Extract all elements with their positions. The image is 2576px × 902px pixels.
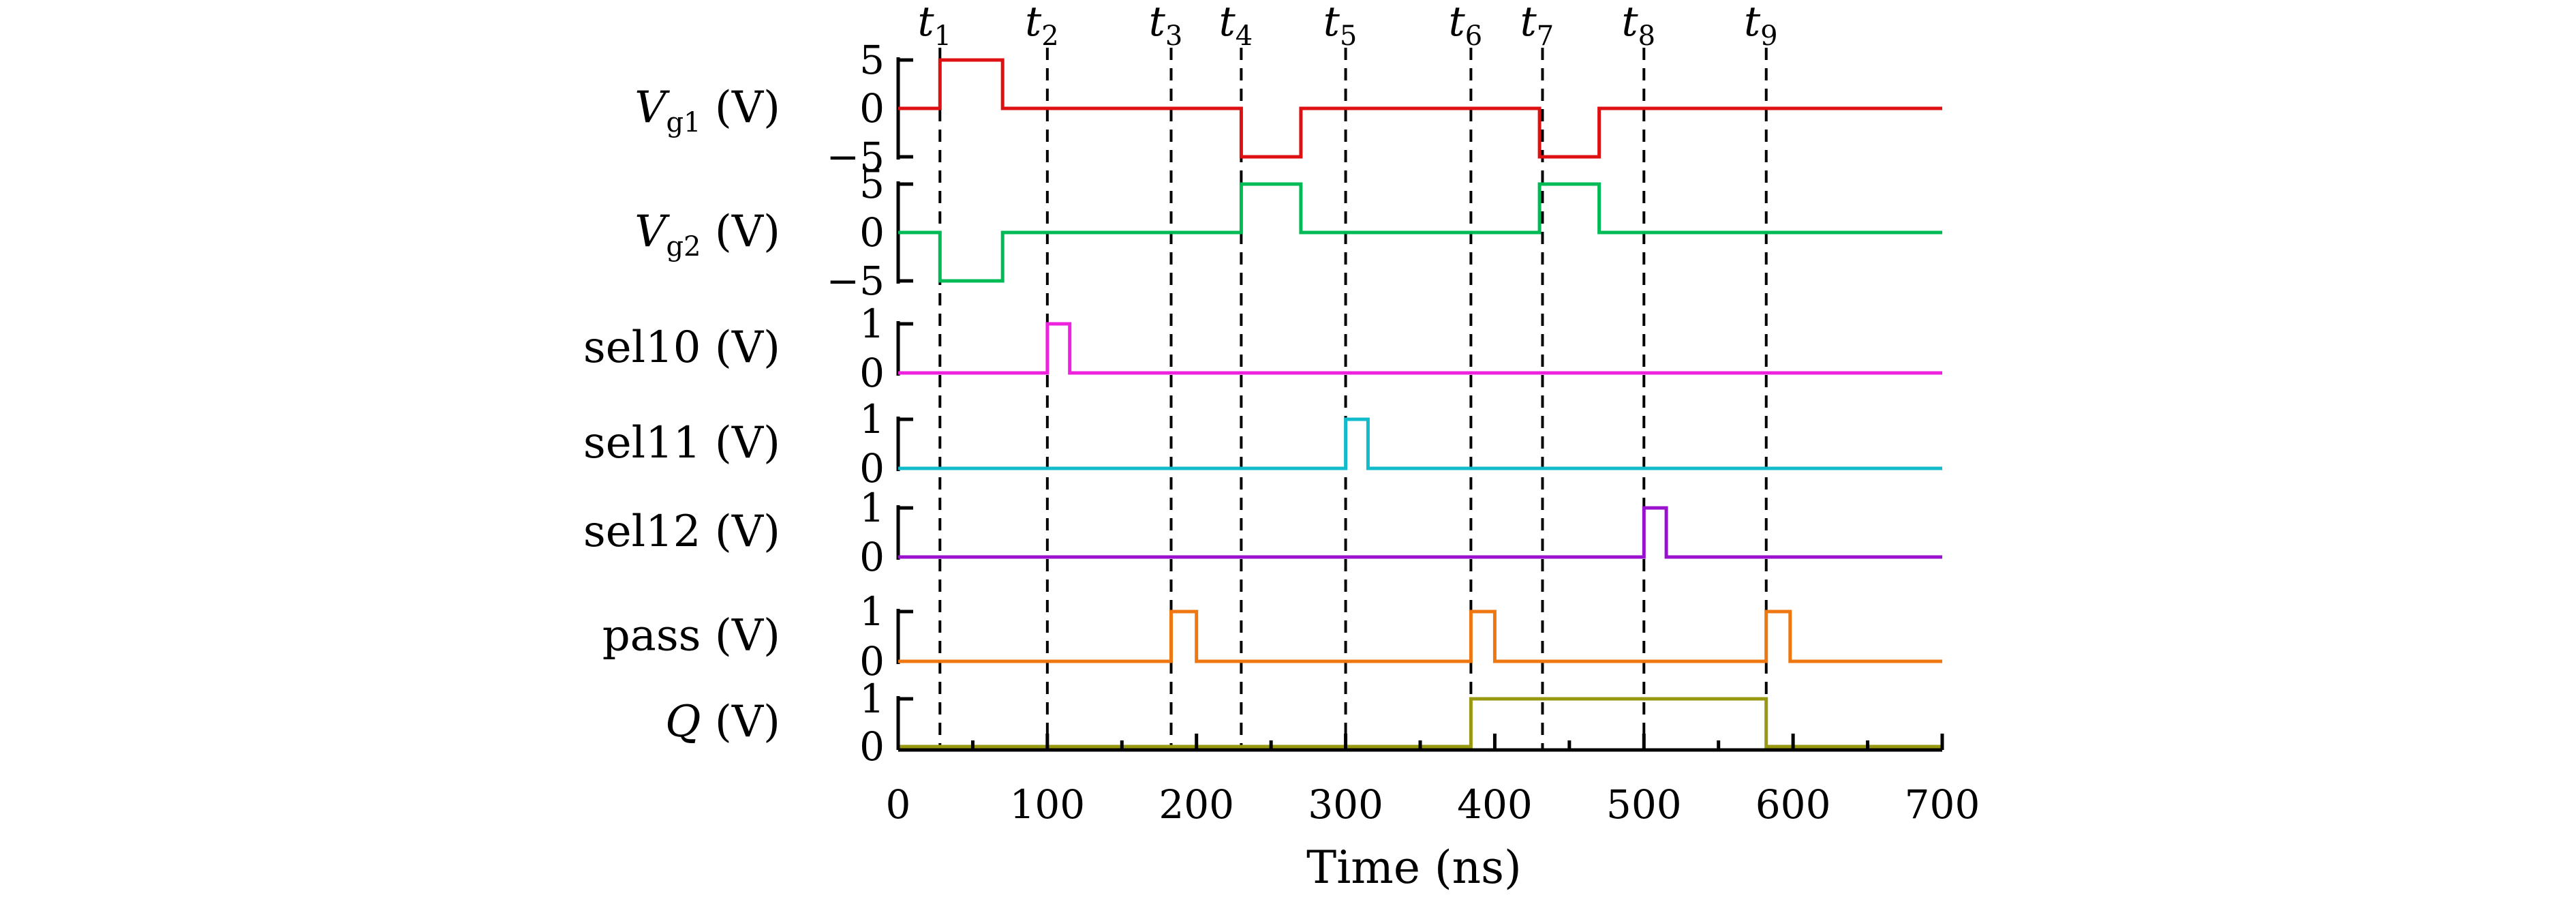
x-tick-label-300: 300 — [1308, 781, 1383, 828]
panel-label-sel12: sel12 (V) — [583, 507, 780, 557]
x-axis-label: Time (ns) — [1306, 841, 1522, 894]
time-marker-label-7: t7 — [1520, 0, 1554, 52]
x-tick-label-400: 400 — [1457, 781, 1533, 828]
y-tick-label-sel11-1: 0 — [859, 445, 885, 492]
series-line-Vg2 — [898, 182, 1942, 283]
time-marker-label-8: t8 — [1621, 0, 1655, 52]
panel-label-Q: Q (V) — [665, 697, 780, 747]
series-line-sel12 — [898, 506, 1942, 559]
series-line-Q — [898, 697, 1942, 749]
panel-label-Vg2: Vg2 (V) — [634, 207, 780, 262]
series-line-Vg1 — [898, 58, 1942, 159]
y-tick-label-Vg1-2: −5 — [827, 134, 885, 180]
panel-label-sel11: sel11 (V) — [583, 418, 780, 468]
y-tick-label-Vg2-1: 0 — [859, 209, 885, 256]
series-line-sel11 — [898, 417, 1942, 470]
time-marker-label-3: t3 — [1149, 0, 1183, 52]
series-line-sel10 — [898, 322, 1942, 375]
time-marker-label-9: t9 — [1744, 0, 1778, 52]
y-tick-label-Q-1: 0 — [859, 723, 885, 770]
time-marker-label-1: t1 — [917, 0, 951, 52]
x-tick-label-100: 100 — [1009, 781, 1085, 828]
x-tick-label-600: 600 — [1755, 781, 1831, 828]
y-tick-label-Vg1-0: 5 — [859, 37, 885, 83]
x-axis: Time (ns) 0 100 200 300 400 500 600 700 — [886, 734, 1980, 894]
time-marker-label-6: t6 — [1449, 0, 1483, 52]
time-markers: t1 t2 t3 t4 t5 t6 t7 t8 t9 — [917, 0, 1778, 750]
y-tick-label-sel10-1: 0 — [859, 350, 885, 396]
panel-Q: 10 Q (V) — [665, 676, 1942, 770]
y-tick-label-sel11-0: 1 — [859, 396, 885, 442]
y-tick-label-Vg2-0: 5 — [859, 161, 885, 207]
y-tick-label-sel10-0: 1 — [859, 301, 885, 347]
panel-label-pass: pass (V) — [602, 611, 780, 661]
panel-Vg1: 50−5 Vg1 (V) — [634, 37, 1942, 180]
panel-label-sel10: sel10 (V) — [583, 322, 780, 373]
panel-sel12: 10 sel12 (V) — [583, 485, 1942, 580]
panel-pass: 10 pass (V) — [602, 588, 1942, 685]
y-tick-label-Vg2-2: −5 — [827, 258, 885, 304]
y-tick-label-Vg1-1: 0 — [859, 85, 885, 132]
series-line-pass — [898, 610, 1942, 663]
panel-sel11: 10 sel11 (V) — [583, 396, 1942, 492]
panel-sel10: 10 sel10 (V) — [583, 301, 1942, 396]
time-marker-label-5: t5 — [1323, 0, 1358, 52]
x-tick-label-0: 0 — [886, 781, 911, 828]
x-tick-label-500: 500 — [1606, 781, 1682, 828]
y-tick-label-Q-0: 1 — [859, 676, 885, 722]
x-tick-label-700: 700 — [1905, 781, 1980, 828]
y-tick-label-sel12-1: 0 — [859, 534, 885, 580]
y-tick-label-pass-0: 1 — [859, 588, 885, 635]
time-marker-label-2: t2 — [1025, 0, 1059, 52]
y-tick-label-sel12-0: 1 — [859, 485, 885, 531]
y-tick-label-pass-1: 0 — [859, 638, 885, 685]
time-marker-label-4: t4 — [1219, 0, 1253, 52]
panel-Vg2: 50−5 Vg2 (V) — [634, 161, 1942, 304]
x-tick-label-200: 200 — [1159, 781, 1234, 828]
panel-label-Vg1: Vg1 (V) — [634, 82, 780, 138]
